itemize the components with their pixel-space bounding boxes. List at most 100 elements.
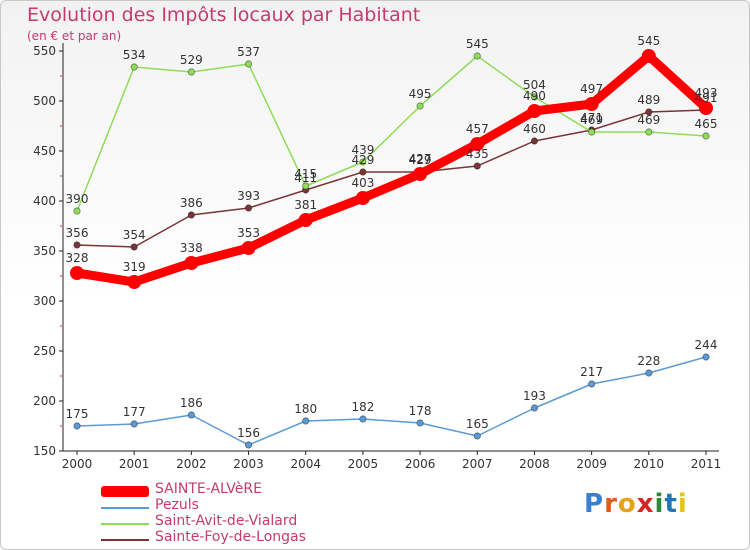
data-point: [645, 369, 653, 377]
data-label: 465: [695, 117, 718, 131]
x-tick-label: 2007: [462, 457, 493, 471]
data-point: [130, 243, 138, 251]
data-point: [70, 266, 84, 280]
x-tick-label: 2004: [290, 457, 321, 471]
data-label: 217: [580, 365, 603, 379]
logo-letter: P: [584, 489, 605, 519]
data-label: 178: [409, 404, 432, 418]
data-label: 165: [466, 417, 489, 431]
series-line: [76, 109, 707, 248]
data-label: 497: [580, 82, 603, 96]
x-tick-label: 2010: [634, 457, 665, 471]
data-point: [187, 211, 195, 219]
data-label: 356: [66, 226, 89, 240]
data-point: [702, 132, 710, 140]
data-label: 495: [409, 87, 432, 101]
data-point: [127, 275, 142, 289]
series-line: [76, 356, 707, 446]
logo-letter: i: [654, 489, 665, 519]
x-tick-label: 2008: [519, 457, 550, 471]
data-point: [641, 49, 656, 63]
data-label: 415: [294, 167, 317, 181]
data-point: [473, 432, 481, 440]
data-label: 186: [180, 396, 203, 410]
data-point: [355, 191, 370, 205]
legend-label-sainte-foy: Sainte-Foy-de-Longas: [155, 529, 306, 545]
y-tick-label: 300: [33, 294, 56, 308]
series-line: [72, 51, 711, 287]
data-label: 182: [351, 400, 374, 414]
x-tick-label: 2001: [119, 457, 150, 471]
data-point: [645, 108, 653, 116]
data-label: 504: [523, 78, 546, 92]
data-label: 457: [466, 122, 489, 136]
data-label: 429: [351, 153, 374, 167]
y-tick-label: 150: [33, 444, 56, 458]
data-point: [298, 213, 313, 227]
legend-swatch-sainte-alvere: [101, 486, 149, 497]
data-point: [702, 353, 710, 361]
y-tick-label: 500: [33, 94, 56, 108]
data-label: 180: [294, 402, 317, 416]
data-point: [241, 241, 256, 255]
series-sainte-foy-de-longas: [73, 106, 710, 251]
series-pezuls: [73, 353, 710, 449]
data-point: [73, 207, 81, 215]
y-tick-label: 400: [33, 194, 56, 208]
data-label: 354: [123, 228, 146, 242]
data-label: 328: [66, 251, 89, 265]
data-point: [130, 420, 138, 428]
chart-subtitle: (en € et par an): [27, 29, 122, 43]
data-label: 469: [637, 113, 660, 127]
data-label: 193: [523, 389, 546, 403]
data-point: [302, 417, 310, 425]
data-label: 381: [294, 198, 317, 212]
x-tick-label: 2003: [233, 457, 264, 471]
legend-label-saint-avit: Saint-Avit-de-Vialard: [155, 513, 298, 529]
data-point: [470, 137, 485, 151]
data-point: [413, 167, 428, 181]
logo-letter: r: [604, 489, 618, 519]
data-label: 244: [695, 338, 718, 352]
series-saint-avit-de-vialard: [73, 52, 710, 215]
legend-swatch-sainte-foy: [101, 539, 149, 541]
logo-letter: t: [664, 489, 678, 519]
data-point: [244, 60, 253, 68]
data-point: [184, 256, 199, 270]
data-point: [473, 162, 481, 170]
data-point: [645, 128, 653, 136]
data-label: 403: [351, 176, 374, 190]
data-label: 493: [695, 86, 718, 100]
axes: 150 200 250 300 350 400 450 500 550 2000 2001 2002 2…: [33, 43, 721, 471]
legend-swatch-pezuls: [101, 507, 149, 509]
logo-letter: i: [677, 489, 688, 519]
data-point: [187, 411, 195, 419]
data-point: [302, 182, 310, 190]
data-label: 471: [580, 111, 603, 125]
data-point: [359, 168, 367, 176]
chart-title: Evolution des Impôts locaux par Habitant: [27, 4, 421, 26]
x-tick-label: 2006: [405, 457, 436, 471]
data-label: 411: [294, 171, 317, 185]
legend-label-sainte-alvere: SAINTE-ALVèRE: [155, 481, 262, 497]
y-tick-label: 250: [33, 344, 56, 358]
data-point: [244, 204, 253, 212]
x-tick-label: 2011: [691, 457, 722, 471]
data-point: [584, 97, 599, 111]
data-label: 228: [637, 354, 660, 368]
data-label: 534: [123, 48, 146, 62]
data-label: 469: [580, 113, 603, 127]
series-sainte-alv-re: [70, 49, 713, 289]
data-label: 177: [123, 405, 146, 419]
data-point: [73, 241, 81, 249]
data-labels-layer: 356 354 386 393 411 429 429 435 460 471 489 491 390 5…: [66, 34, 718, 440]
data-label: 319: [123, 260, 146, 274]
x-tick-label: 2002: [176, 457, 207, 471]
data-label: 156: [237, 426, 260, 440]
legend-label-pezuls: Pezuls: [155, 497, 199, 513]
data-label: 545: [466, 37, 489, 51]
y-tick-label: 200: [33, 394, 56, 408]
data-point: [527, 104, 542, 118]
